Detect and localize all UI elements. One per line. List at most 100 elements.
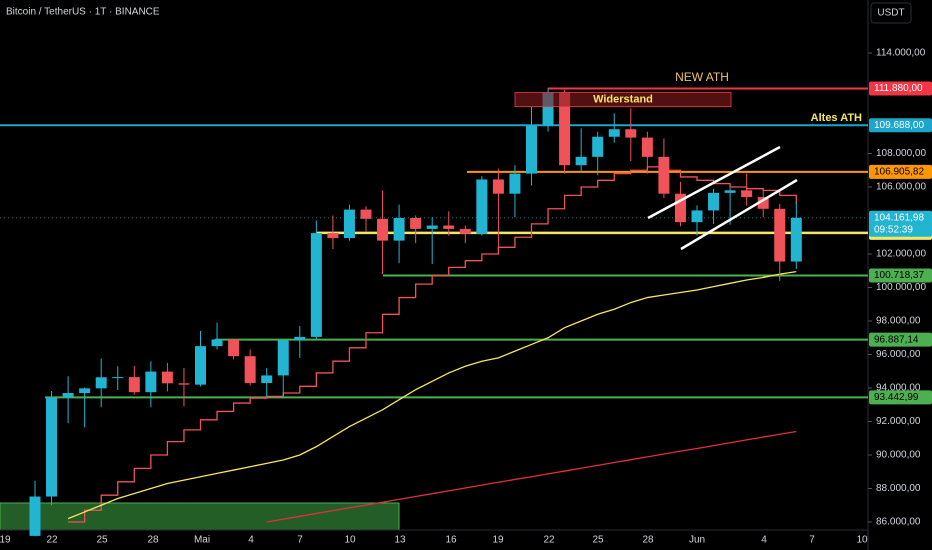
level-label-box	[869, 390, 932, 405]
y-tick-label: 96.000,00	[876, 349, 921, 360]
candle-body	[658, 156, 670, 194]
level-label-box	[869, 164, 932, 179]
y-tick-label: 100.000,00	[876, 282, 926, 293]
x-tick-label: 19	[0, 535, 11, 546]
chart-title: Bitcoin / TetherUS · 1T · BINANCE	[6, 7, 160, 18]
y-tick-label: 108.000,00	[876, 148, 926, 159]
candle-body	[410, 217, 422, 229]
y-tick-label: 102.000,00	[876, 249, 926, 260]
x-tick-label: 7	[297, 535, 303, 546]
candle-body	[757, 197, 769, 209]
last-price-box	[869, 210, 932, 237]
candle-body	[575, 156, 587, 166]
x-tick-label: 22	[543, 535, 555, 546]
candle-body	[360, 209, 372, 219]
channel-line	[680, 178, 798, 251]
candle-body	[161, 371, 173, 384]
level-label-box	[869, 332, 932, 347]
candle-body	[774, 208, 786, 262]
y-tick-label: 86.000,00	[876, 517, 921, 528]
y-tick-label: 92.000,00	[876, 416, 921, 427]
candle-body	[343, 209, 355, 239]
level-label: 109.688,00	[874, 120, 924, 131]
candle-body	[377, 218, 389, 241]
channel-line	[647, 145, 781, 220]
x-tick-label: 25	[592, 535, 604, 546]
x-tick-label: 4	[761, 535, 767, 546]
candle-body	[790, 217, 802, 262]
candle-body	[29, 496, 41, 536]
x-tick-label: 7	[809, 535, 815, 546]
candle-body	[559, 92, 571, 166]
x-tick-label: 16	[445, 535, 457, 546]
x-tick-label: Jun	[689, 535, 705, 546]
resistance-zone	[514, 92, 732, 107]
candle-body	[492, 179, 504, 194]
candle-body	[691, 210, 703, 223]
candle-body	[62, 393, 74, 398]
x-tick-label: 28	[642, 535, 654, 546]
level-label: 106.905,82	[874, 166, 924, 177]
indicator-line	[266, 430, 797, 523]
x-tick-label: 10	[344, 535, 356, 546]
indicator-line	[68, 166, 797, 523]
candle-body	[674, 193, 686, 223]
candle-body	[228, 339, 240, 357]
candle-body	[526, 125, 537, 174]
candle-body	[724, 190, 736, 193]
candle-body	[195, 346, 206, 385]
candle-body	[625, 129, 637, 138]
candle-body	[426, 225, 438, 229]
level-label-box	[869, 81, 932, 96]
y-tick-label: 88.000,00	[876, 483, 921, 494]
currency-box[interactable]	[870, 2, 912, 24]
candle-body	[277, 340, 289, 376]
last-price-label: 104.161,98	[874, 212, 924, 223]
y-tick-label: 98.000,00	[876, 316, 921, 327]
annotation: NEW ATH	[675, 70, 729, 84]
candle-body	[95, 377, 107, 389]
candle-body	[509, 173, 521, 194]
support-box	[0, 502, 400, 531]
level-label: 96.887,14	[874, 334, 919, 345]
x-tick-label: 28	[147, 535, 159, 546]
annotation: Altes ATH	[811, 112, 862, 124]
y-tick-label: 94.000,00	[876, 383, 921, 394]
y-tick-label: 114.000,00	[876, 48, 926, 59]
x-tick-label: Mai	[194, 535, 210, 546]
candle-body	[145, 371, 157, 393]
candle-body	[592, 136, 604, 157]
candle-body	[261, 375, 273, 383]
candle-body	[443, 225, 455, 229]
y-tick-label: 90.000,00	[876, 450, 921, 461]
x-tick-label: 4	[248, 535, 254, 546]
countdown: 09:52:39	[874, 224, 913, 235]
level-label: 111.880,00	[874, 83, 923, 94]
x-tick-label: 13	[394, 535, 406, 546]
candle-body	[641, 137, 653, 157]
candle-body	[542, 92, 554, 126]
indicator-line	[67, 270, 797, 520]
candle-body	[327, 233, 339, 239]
candle-body	[112, 377, 124, 379]
level-label-box	[869, 118, 932, 133]
candle-body	[128, 377, 140, 393]
candle-body	[244, 356, 256, 383]
candle-body	[294, 336, 306, 341]
y-tick-label: 106.000,00	[876, 182, 926, 193]
x-tick-label: 25	[96, 535, 108, 546]
candle-body	[459, 228, 471, 234]
candle-body	[79, 388, 91, 394]
candle-body	[178, 383, 190, 385]
x-tick-label: 19	[492, 535, 504, 546]
candle-body	[310, 233, 322, 337]
candle-body	[741, 190, 753, 198]
zone-label: Widerstand	[593, 93, 653, 105]
level-label: 93.442,99	[874, 392, 919, 403]
level-label: 100.718,37	[874, 270, 924, 281]
currency[interactable]: USDT	[877, 8, 904, 19]
candle-body	[211, 339, 223, 347]
level-label-box	[869, 268, 932, 283]
candle-body	[46, 397, 58, 497]
